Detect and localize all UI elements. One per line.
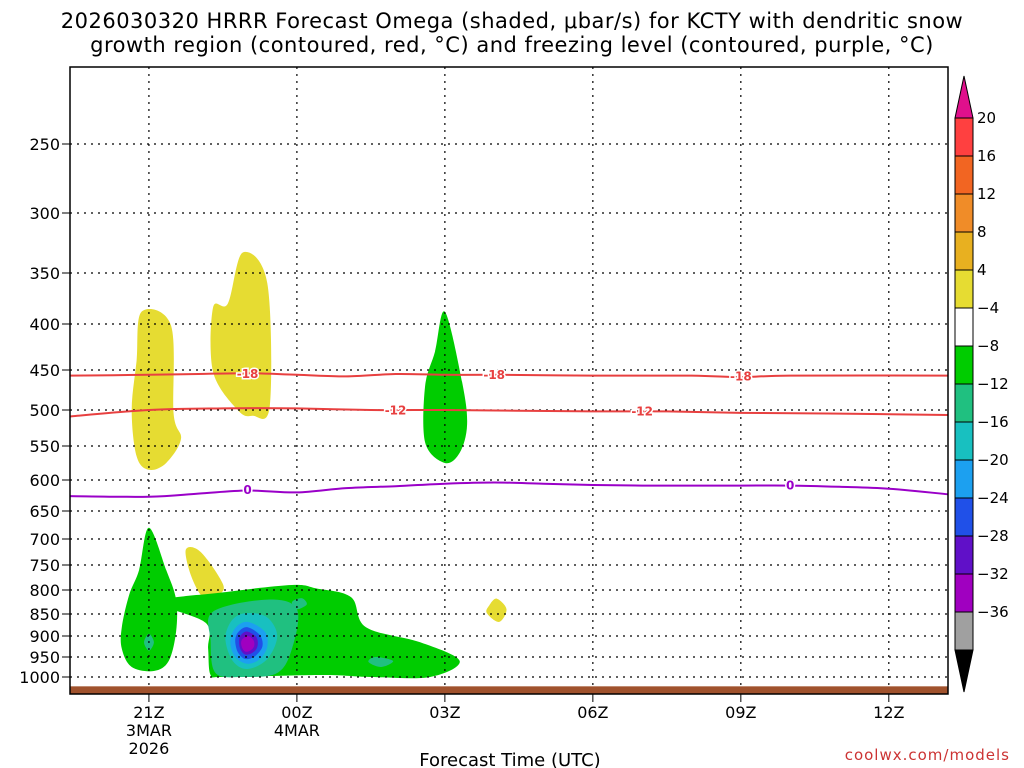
colorbar-bin-10 xyxy=(954,497,974,537)
colorbar-label-12: −32 xyxy=(977,565,1009,583)
y-tick-label-750: 750 xyxy=(29,556,60,575)
dgz-upper-label-2: -18 xyxy=(730,369,752,383)
y-tick-label-250: 250 xyxy=(29,135,60,154)
x-tick-label-15-0: 12Z xyxy=(873,703,904,722)
y-tick-label-400: 400 xyxy=(29,315,60,334)
colorbar-bin-12 xyxy=(954,573,974,613)
colorbar-bin-6 xyxy=(954,345,974,385)
y-tick-label-850: 850 xyxy=(29,605,60,624)
y-tick-label-300: 300 xyxy=(29,204,60,223)
surface-terrain-band xyxy=(70,686,948,694)
x-tick-label-6-0: 03Z xyxy=(429,703,460,722)
credit-link[interactable]: coolwx.com/models xyxy=(844,746,1010,764)
y-tick-label-800: 800 xyxy=(29,581,60,600)
x-tick-label-3-1: 4MAR xyxy=(274,721,320,740)
temperature-contours: -18 -18 -18 -12 -12 0 0 xyxy=(69,366,949,498)
plot-frame xyxy=(69,66,949,695)
omega-pos-c xyxy=(185,546,224,599)
colorbar-bin-13 xyxy=(954,611,974,651)
omega-neg-f xyxy=(368,656,394,668)
omega-neg-a xyxy=(423,311,468,464)
y-tick-label-450: 450 xyxy=(29,361,60,380)
dgz-lower-label-0: -12 xyxy=(385,404,407,418)
colorbar-label-4: 4 xyxy=(977,261,987,279)
colorbar-bin-1 xyxy=(954,155,974,195)
y-tick-label-950: 950 xyxy=(29,648,60,667)
colorbar-bin-9 xyxy=(954,459,974,499)
colorbar-bin-0 xyxy=(954,117,974,157)
y-tick-label-700: 700 xyxy=(29,530,60,549)
y-tick-label-650: 650 xyxy=(29,502,60,521)
omega-pos-d xyxy=(486,598,507,622)
omega-colorbar: 20 16 12 8 4 −4 −8 −12 −16 −20 −24 −28 −32 −36 xyxy=(954,75,1009,693)
chart-title-line-2: growth region (contoured, red, °C) and f… xyxy=(90,33,934,57)
y-tick-label-600: 600 xyxy=(29,471,60,490)
colorbar-top-arrow xyxy=(954,75,974,119)
x-tick-label-3-0: 00Z xyxy=(281,703,312,722)
chart-axes: 250 300 350 400 450 500 550 600 650 700 750 800 850 9… xyxy=(19,66,949,758)
colorbar-bin-11 xyxy=(954,535,974,575)
x-tick-label-0-1: 3MAR xyxy=(126,721,172,740)
colorbar-label-1: 16 xyxy=(977,147,996,165)
colorbar-bin-3 xyxy=(954,231,974,271)
colorbar-bin-4 xyxy=(954,269,974,309)
colorbar-label-10: −24 xyxy=(977,489,1009,507)
colorbar-bin-5 xyxy=(954,307,974,347)
colorbar-label-13: −36 xyxy=(977,603,1009,621)
freezing-level-label-1: 0 xyxy=(786,479,794,493)
dgz-lower-label-1: -12 xyxy=(631,404,653,418)
colorbar-bin-2 xyxy=(954,193,974,233)
colorbar-label-9: −20 xyxy=(977,451,1009,469)
freezing-level-line xyxy=(69,481,949,498)
dgz-upper-label-1: -18 xyxy=(483,368,505,382)
y-tick-label-1000: 1000 xyxy=(19,668,60,687)
x-tick-label-12-0: 09Z xyxy=(725,703,756,722)
y-tick-label-350: 350 xyxy=(29,264,60,283)
dgz-upper-line xyxy=(69,372,949,379)
colorbar-label-11: −28 xyxy=(977,527,1009,545)
omega-neg-l xyxy=(241,636,255,652)
colorbar-label-0: 20 xyxy=(977,109,996,127)
freezing-level-label-0: 0 xyxy=(243,483,251,497)
dgz-lower-line xyxy=(69,407,949,418)
dgz-upper-label-0: -18 xyxy=(237,367,259,381)
colorbar-bin-7 xyxy=(954,383,974,423)
colorbar-label-3: 8 xyxy=(977,223,987,241)
chart-title-line-1: 2026030320 HRRR Forecast Omega (shaded, … xyxy=(60,9,964,33)
x-tick-label-9-0: 06Z xyxy=(577,703,608,722)
ground-surface xyxy=(70,686,948,694)
colorbar-label-8: −16 xyxy=(977,413,1009,431)
colorbar-bin-8 xyxy=(954,421,974,461)
colorbar-label-7: −12 xyxy=(977,375,1009,393)
omega-neg-d xyxy=(291,598,307,610)
y-tick-label-550: 550 xyxy=(29,437,60,456)
omega-pos-a xyxy=(131,309,182,471)
colorbar-label-6: −8 xyxy=(977,337,999,355)
x-tick-label-0-2: 2026 xyxy=(129,739,170,758)
omega-pos-b xyxy=(210,251,272,419)
x-tick-label-0-0: 21Z xyxy=(133,703,164,722)
colorbar-bottom-arrow xyxy=(954,649,974,693)
colorbar-label-5: −4 xyxy=(977,299,999,317)
x-axis-title: Forecast Time (UTC) xyxy=(419,750,600,768)
omega-neg-c xyxy=(158,584,460,679)
colorbar-label-2: 12 xyxy=(977,185,996,203)
y-tick-label-500: 500 xyxy=(29,401,60,420)
y-tick-label-900: 900 xyxy=(29,627,60,646)
